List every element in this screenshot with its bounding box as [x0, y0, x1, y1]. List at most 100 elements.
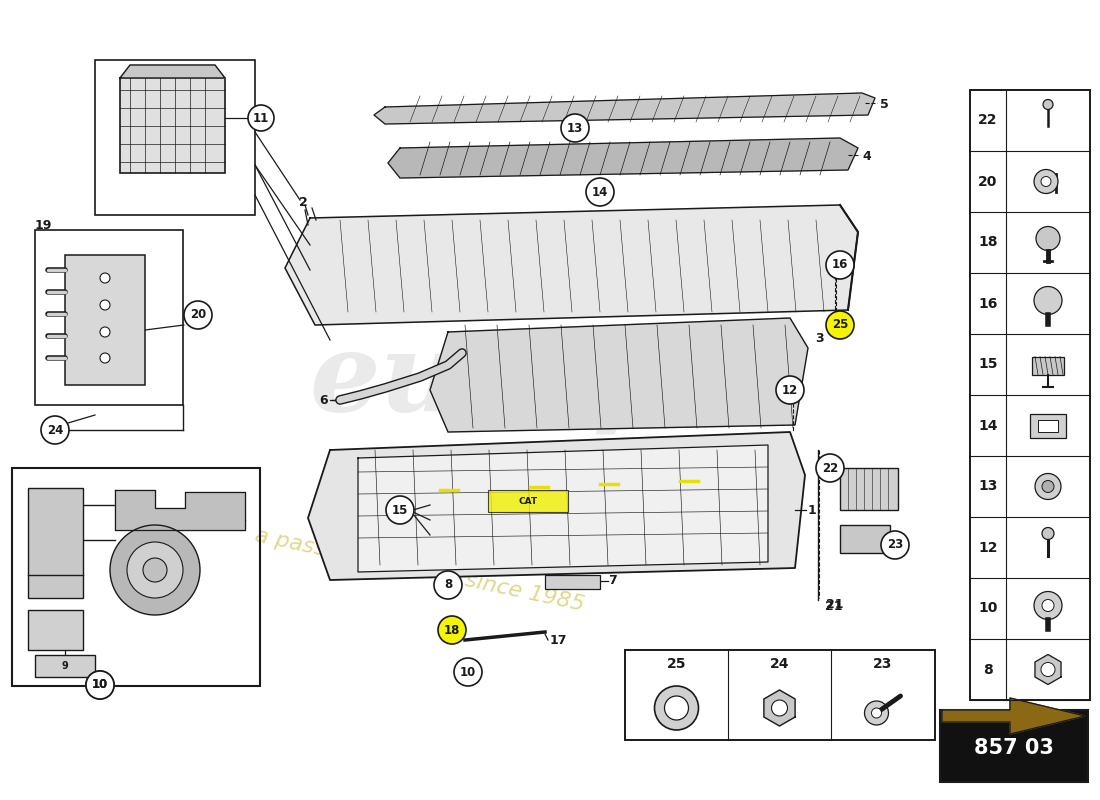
- Circle shape: [561, 114, 588, 142]
- Text: 9: 9: [62, 661, 68, 671]
- Circle shape: [454, 658, 482, 686]
- Bar: [1038, 419, 1058, 431]
- Circle shape: [184, 301, 212, 329]
- Polygon shape: [763, 690, 795, 726]
- Text: 7: 7: [608, 574, 617, 587]
- Text: 22: 22: [978, 114, 998, 127]
- Circle shape: [1034, 286, 1062, 314]
- Circle shape: [1042, 599, 1054, 611]
- Text: 13: 13: [978, 479, 998, 494]
- Polygon shape: [1035, 654, 1062, 685]
- Circle shape: [438, 616, 466, 644]
- Text: 14: 14: [978, 418, 998, 433]
- Circle shape: [771, 700, 788, 716]
- Text: 25: 25: [667, 657, 686, 671]
- Text: 2: 2: [299, 195, 308, 209]
- Circle shape: [100, 353, 110, 363]
- Text: a passion for parts since 1985: a passion for parts since 1985: [253, 526, 586, 614]
- Text: 22: 22: [822, 462, 838, 474]
- Circle shape: [386, 496, 414, 524]
- Circle shape: [1034, 591, 1062, 619]
- Circle shape: [1035, 474, 1062, 499]
- Bar: [65, 255, 145, 385]
- Circle shape: [826, 311, 854, 339]
- Circle shape: [865, 701, 889, 725]
- Circle shape: [41, 416, 69, 444]
- Bar: [95, 60, 255, 215]
- Text: 23: 23: [872, 657, 892, 671]
- Text: 10: 10: [92, 678, 108, 691]
- Text: 5: 5: [880, 98, 889, 110]
- Circle shape: [816, 454, 844, 482]
- Text: 857 03: 857 03: [975, 738, 1054, 758]
- Bar: [970, 90, 1090, 700]
- Circle shape: [143, 558, 167, 582]
- Text: 1: 1: [808, 503, 816, 517]
- Bar: [940, 710, 1088, 782]
- Text: 4: 4: [862, 150, 871, 162]
- Polygon shape: [358, 445, 768, 572]
- Circle shape: [776, 376, 804, 404]
- Text: 17: 17: [550, 634, 568, 646]
- Text: 21: 21: [826, 598, 844, 611]
- Text: 16: 16: [832, 258, 848, 271]
- Text: 18: 18: [978, 235, 998, 250]
- Text: 16: 16: [978, 297, 998, 310]
- Text: 10: 10: [978, 602, 998, 615]
- Bar: [1030, 414, 1066, 438]
- Bar: [28, 488, 82, 598]
- Circle shape: [86, 671, 114, 699]
- Bar: [488, 490, 568, 512]
- Bar: [35, 655, 95, 677]
- Text: 24: 24: [770, 657, 790, 671]
- Text: 15: 15: [978, 358, 998, 371]
- Text: 24: 24: [47, 423, 63, 437]
- Polygon shape: [285, 205, 858, 325]
- Bar: [544, 575, 600, 589]
- Polygon shape: [942, 698, 1085, 734]
- Text: 19: 19: [35, 219, 53, 232]
- Circle shape: [881, 531, 909, 559]
- Circle shape: [126, 542, 183, 598]
- Circle shape: [826, 251, 854, 279]
- Circle shape: [871, 708, 881, 718]
- Circle shape: [1042, 527, 1054, 539]
- Polygon shape: [388, 138, 858, 178]
- Bar: [840, 468, 898, 510]
- Bar: [1032, 357, 1064, 374]
- Circle shape: [1043, 99, 1053, 110]
- Text: 18: 18: [443, 623, 460, 637]
- Text: ean: ean: [420, 456, 560, 524]
- Text: 12: 12: [978, 541, 998, 554]
- Polygon shape: [430, 318, 808, 432]
- Circle shape: [1036, 226, 1060, 250]
- Text: 15: 15: [392, 503, 408, 517]
- Text: 10: 10: [460, 666, 476, 678]
- Circle shape: [586, 178, 614, 206]
- Text: 12: 12: [782, 383, 799, 397]
- Text: 25: 25: [832, 318, 848, 331]
- Bar: [840, 525, 890, 553]
- Polygon shape: [120, 65, 226, 78]
- Circle shape: [1034, 170, 1058, 194]
- Circle shape: [1041, 177, 1050, 186]
- Text: 23: 23: [887, 538, 903, 551]
- Circle shape: [110, 525, 200, 615]
- Text: 10: 10: [92, 678, 108, 691]
- Circle shape: [1041, 662, 1055, 677]
- Circle shape: [248, 105, 274, 131]
- Text: 14: 14: [592, 186, 608, 198]
- Text: 21: 21: [825, 600, 843, 613]
- Text: 3: 3: [815, 331, 824, 345]
- Text: 20: 20: [978, 174, 998, 189]
- Bar: [120, 78, 226, 173]
- Bar: [35, 230, 183, 405]
- Text: 13: 13: [566, 122, 583, 134]
- Text: CAT: CAT: [518, 497, 538, 506]
- Text: 8: 8: [983, 662, 993, 677]
- Circle shape: [100, 300, 110, 310]
- Circle shape: [86, 671, 114, 699]
- Polygon shape: [116, 490, 245, 530]
- Circle shape: [1042, 481, 1054, 493]
- Text: 6: 6: [319, 394, 328, 406]
